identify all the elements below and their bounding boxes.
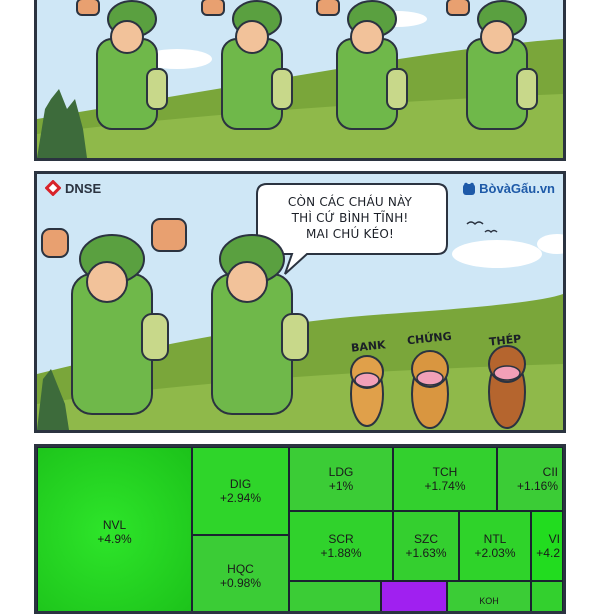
- heatmap-cell-szc[interactable]: SZC +1.63%: [393, 511, 459, 581]
- change-label: +1.63%: [405, 546, 447, 560]
- stock-heatmap: NVL +4.9% DIG +2.94% HQC +0.98% LDG +1% …: [34, 444, 566, 614]
- ticker-label: DIG: [229, 477, 252, 491]
- ticker-label: HQC: [227, 562, 254, 576]
- heatmap-cell-dig[interactable]: DIG +2.94%: [192, 447, 289, 535]
- ticker-label: KOH: [479, 596, 499, 606]
- change-label: +1.16%: [516, 479, 558, 493]
- bovagau-logo-text: BòvàGấu.vn: [479, 181, 555, 196]
- change-label: +4.2: [536, 546, 560, 560]
- comic-panel-bottom: DNSE BòvàGấu.vn CÒN CÁC CHÁU NÀY THÌ CỨ …: [34, 171, 566, 433]
- heatmap-cell-cii[interactable]: CII +1.16%: [497, 447, 563, 511]
- comic-panel-top: [34, 0, 566, 161]
- change-label: +0.98%: [219, 576, 262, 590]
- ticker-label: CII: [542, 465, 558, 479]
- heatmap-cell-hqc[interactable]: HQC +0.98%: [192, 535, 289, 611]
- soldier-figure: [316, 0, 408, 130]
- change-label: +1%: [328, 479, 354, 493]
- soldier-figure: [446, 0, 538, 130]
- ticker-label: SZC: [414, 532, 438, 546]
- ticker-label: SCR: [328, 532, 354, 546]
- cow-figure: [350, 355, 384, 427]
- speech-bubble: [256, 183, 448, 275]
- speech-text: CÒN CÁC CHÁU NÀY THÌ CỨ BÌNH TĨNH! MAI C…: [275, 194, 425, 242]
- change-label: +4.9%: [97, 532, 132, 546]
- bovagau-logo: BòvàGấu.vn: [462, 181, 555, 196]
- change-label: +2.94%: [219, 491, 262, 505]
- soldier-figure: [41, 228, 169, 415]
- cow-figure: [488, 345, 526, 429]
- ticker-label: NVL: [102, 518, 127, 532]
- soldier-figure: [151, 218, 309, 415]
- heatmap-cell-purple[interactable]: [381, 581, 447, 611]
- heatmap-cell-tch[interactable]: TCH +1.74%: [393, 447, 497, 511]
- change-label: +2.03%: [474, 546, 516, 560]
- ticker-label: TCH: [432, 465, 458, 479]
- heatmap-cell-ldg[interactable]: LDG +1%: [289, 447, 393, 511]
- ticker-label: NTL: [483, 532, 507, 546]
- comic-scene-bottom: [37, 174, 563, 430]
- heatmap-cell-scr[interactable]: SCR +1.88%: [289, 511, 393, 581]
- heatmap-cell-nvl[interactable]: NVL +4.9%: [37, 447, 192, 611]
- change-label: +1.88%: [320, 546, 362, 560]
- dnse-logo-text: DNSE: [65, 180, 102, 196]
- dnse-logo-icon: [45, 180, 61, 196]
- dnse-logo: DNSE: [45, 180, 101, 196]
- speech-line: THÌ CỨ BÌNH TĨNH!: [291, 211, 409, 225]
- bovagau-logo-icon: [463, 182, 476, 195]
- heatmap-cell-generic[interactable]: [531, 581, 563, 611]
- change-label: +1.74%: [424, 479, 466, 493]
- heatmap-cell-vi[interactable]: VI +4.2: [531, 511, 563, 581]
- heatmap-cell-koh[interactable]: KOH: [447, 581, 531, 611]
- soldier-figure: [76, 0, 168, 130]
- comic-scene-top: [37, 0, 563, 158]
- speech-line: MAI CHÚ KÉO!: [305, 227, 395, 241]
- heatmap-cell-ntl[interactable]: NTL +2.03%: [459, 511, 531, 581]
- ticker-label: LDG: [328, 465, 354, 479]
- ticker-label: VI: [548, 532, 560, 546]
- soldier-figure: [201, 0, 293, 130]
- heatmap-cell-generic[interactable]: [289, 581, 381, 611]
- cow-figure: [411, 350, 449, 429]
- speech-line: CÒN CÁC CHÁU NÀY: [287, 195, 413, 209]
